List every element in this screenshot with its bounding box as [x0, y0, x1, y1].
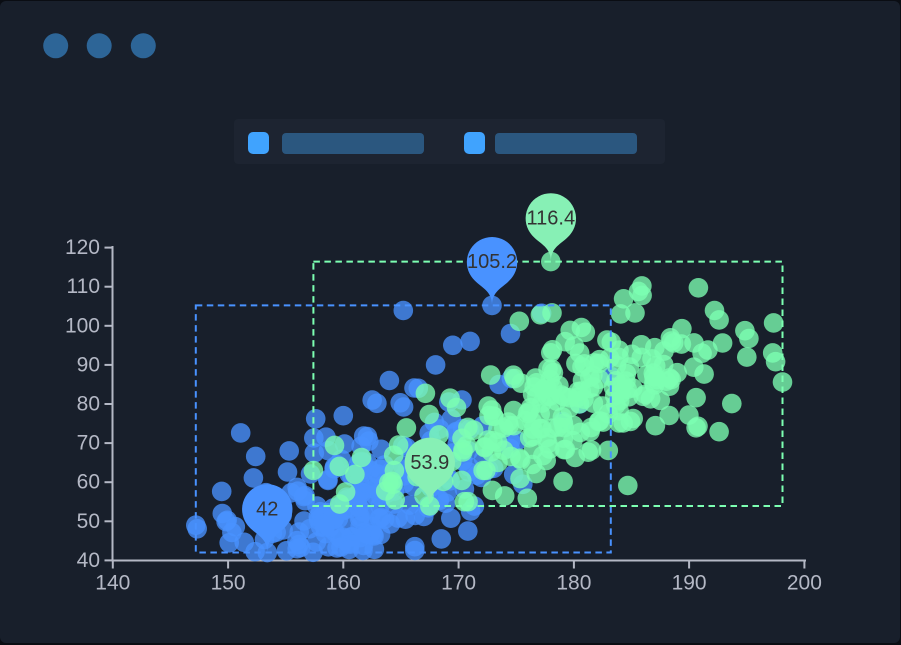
- svg-text:53.9: 53.9: [410, 452, 449, 474]
- svg-text:105.2: 105.2: [467, 251, 517, 273]
- svg-text:100: 100: [65, 314, 100, 337]
- svg-text:70: 70: [77, 432, 100, 455]
- svg-text:60: 60: [77, 471, 100, 494]
- svg-text:50: 50: [77, 510, 100, 533]
- svg-text:200: 200: [787, 571, 822, 594]
- svg-text:170: 170: [441, 571, 476, 594]
- svg-text:80: 80: [77, 393, 100, 416]
- svg-text:120: 120: [65, 236, 100, 259]
- svg-text:160: 160: [326, 571, 361, 594]
- svg-text:110: 110: [67, 275, 100, 298]
- svg-text:40: 40: [77, 549, 100, 572]
- svg-text:42: 42: [256, 498, 278, 520]
- svg-text:116.4: 116.4: [527, 207, 576, 229]
- svg-text:150: 150: [211, 571, 246, 594]
- svg-text:140: 140: [95, 571, 130, 594]
- svg-text:90: 90: [77, 353, 100, 376]
- svg-text:190: 190: [672, 571, 707, 594]
- svg-text:180: 180: [556, 571, 591, 594]
